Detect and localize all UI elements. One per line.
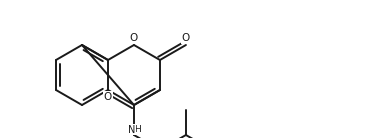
- Text: O: O: [104, 92, 112, 102]
- Text: O: O: [182, 33, 190, 43]
- Text: N: N: [128, 125, 135, 135]
- Text: O: O: [129, 33, 137, 43]
- Text: H: H: [134, 125, 141, 134]
